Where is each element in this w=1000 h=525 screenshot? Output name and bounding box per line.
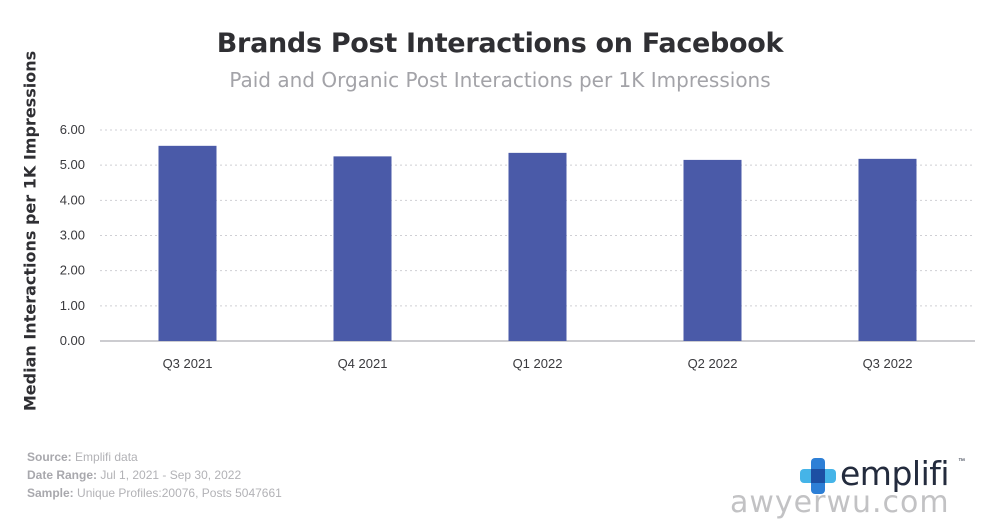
chart-subtitle: Paid and Organic Post Interactions per 1…	[229, 68, 771, 92]
footnote-date-range: Date Range: Jul 1, 2021 - Sep 30, 2022	[27, 468, 241, 482]
y-tick-label: 4.00	[60, 192, 85, 207]
footnote-source: Source: Emplifi data	[27, 450, 138, 464]
date-range-value: Jul 1, 2021 - Sep 30, 2022	[97, 468, 242, 482]
bar	[508, 152, 567, 341]
watermark: awyerwu.com	[730, 485, 950, 520]
emplifi-cross-icon	[800, 458, 836, 494]
bar	[683, 159, 742, 341]
logo-trademark: ™	[958, 458, 965, 465]
y-tick-label: 5.00	[60, 157, 85, 172]
source-label: Source:	[27, 450, 72, 464]
x-tick-label: Q2 2022	[688, 356, 738, 371]
date-range-label: Date Range:	[27, 468, 98, 482]
y-tick-label: 3.00	[60, 228, 85, 243]
bar	[858, 158, 917, 341]
emplifi-logo: emplifi ™	[798, 452, 968, 498]
x-tick-label: Q3 2021	[163, 356, 213, 371]
y-tick-label: 1.00	[60, 298, 85, 313]
sample-value: Unique Profiles:20076, Posts 5047661	[73, 486, 282, 500]
source-value: Emplifi data	[71, 450, 138, 464]
y-tick-label: 6.00	[60, 122, 85, 137]
bars	[158, 145, 917, 341]
footnote-sample: Sample: Unique Profiles:20076, Posts 504…	[27, 486, 282, 500]
x-tick-labels: Q3 2021 Q4 2021 Q1 2022 Q2 2022 Q3 2022	[163, 356, 913, 371]
bar	[158, 145, 217, 341]
bar	[333, 156, 392, 341]
x-tick-label: Q4 2021	[338, 356, 388, 371]
x-tick-label: Q3 2022	[863, 356, 913, 371]
logo-wordmark: emplifi	[840, 454, 950, 493]
sample-label: Sample:	[27, 486, 74, 500]
y-tick-labels: 0.00 1.00 2.00 3.00 4.00 5.00 6.00	[60, 122, 85, 348]
x-tick-label: Q1 2022	[513, 356, 563, 371]
y-tick-label: 0.00	[60, 333, 85, 348]
y-tick-label: 2.00	[60, 263, 85, 278]
chart-title: Brands Post Interactions on Facebook	[216, 28, 784, 59]
